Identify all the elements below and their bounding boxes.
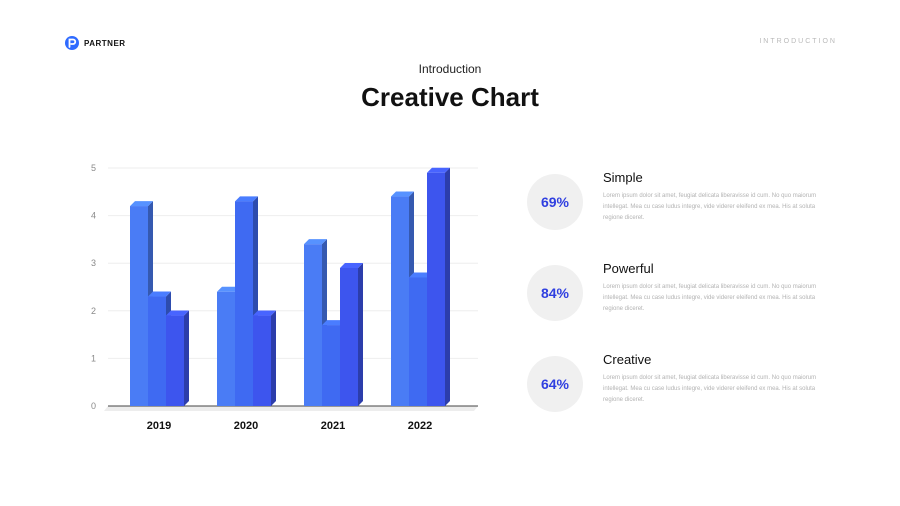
bar-chart: 0 1 2 3 4 5 2019 2020 2021 2022 — [91, 163, 478, 432]
feature-item-simple: 69% Simple Lorem ipsum dolor sit amet, f… — [527, 170, 827, 234]
bar-top — [340, 262, 363, 268]
x-tick-label: 2021 — [321, 420, 345, 432]
section-tag: INTRODUCTION — [759, 38, 837, 45]
page-title: Creative Chart — [361, 82, 539, 112]
y-tick-label: 4 — [91, 211, 96, 221]
x-tick-label: 2020 — [234, 420, 258, 432]
bar-top — [166, 310, 189, 316]
brand-logo: PARTNER — [65, 36, 126, 50]
y-tick-label: 2 — [91, 306, 96, 316]
bar — [148, 296, 166, 406]
percent-badge: 69% — [527, 174, 583, 230]
bar — [340, 267, 358, 406]
bar — [217, 291, 235, 406]
percent-badge: 64% — [527, 356, 583, 412]
bar — [427, 172, 445, 406]
bar — [409, 277, 427, 406]
bar — [391, 196, 409, 406]
bar-top — [253, 310, 276, 316]
y-tick-label: 3 — [91, 258, 96, 268]
chart-floor — [104, 406, 478, 411]
bar-top — [148, 291, 171, 297]
bar — [304, 244, 322, 406]
bar-top — [427, 167, 450, 173]
feature-description: Lorem ipsum dolor sit amet, feugiat deli… — [603, 284, 817, 312]
bar-top — [235, 196, 258, 202]
bar — [235, 201, 253, 406]
bar-top — [409, 272, 432, 278]
feature-title: Powerful — [603, 261, 654, 276]
bar — [253, 315, 271, 406]
bar — [166, 315, 184, 406]
brand-name: PARTNER — [84, 38, 126, 48]
percent-badge: 84% — [527, 265, 583, 321]
bar — [322, 325, 340, 406]
bar — [130, 206, 148, 406]
feature-title: Creative — [603, 352, 652, 367]
y-tick-label: 5 — [91, 163, 96, 173]
bar-top — [217, 286, 240, 292]
p-logo-icon — [65, 36, 79, 50]
feature-item-creative: 64% Creative Lorem ipsum dolor sit amet,… — [527, 352, 827, 416]
x-tick-label: 2019 — [147, 420, 171, 432]
bar-side — [184, 310, 189, 406]
page-kicker: Introduction — [418, 62, 482, 76]
bar-side — [445, 167, 450, 406]
x-tick-label: 2022 — [408, 420, 432, 432]
feature-description: Lorem ipsum dolor sit amet, feugiat deli… — [603, 193, 817, 221]
feature-title: Simple — [603, 170, 643, 185]
y-tick-label: 1 — [91, 353, 96, 363]
bar-top — [391, 191, 414, 197]
feature-description: Lorem ipsum dolor sit amet, feugiat deli… — [603, 375, 817, 403]
bar-top — [304, 239, 327, 245]
bar-top — [322, 320, 345, 326]
bar-top — [130, 201, 153, 207]
bar-side — [358, 262, 363, 406]
bar-side — [271, 310, 276, 406]
y-tick-label: 0 — [91, 401, 96, 411]
feature-item-powerful: 84% Powerful Lorem ipsum dolor sit amet,… — [527, 261, 827, 325]
